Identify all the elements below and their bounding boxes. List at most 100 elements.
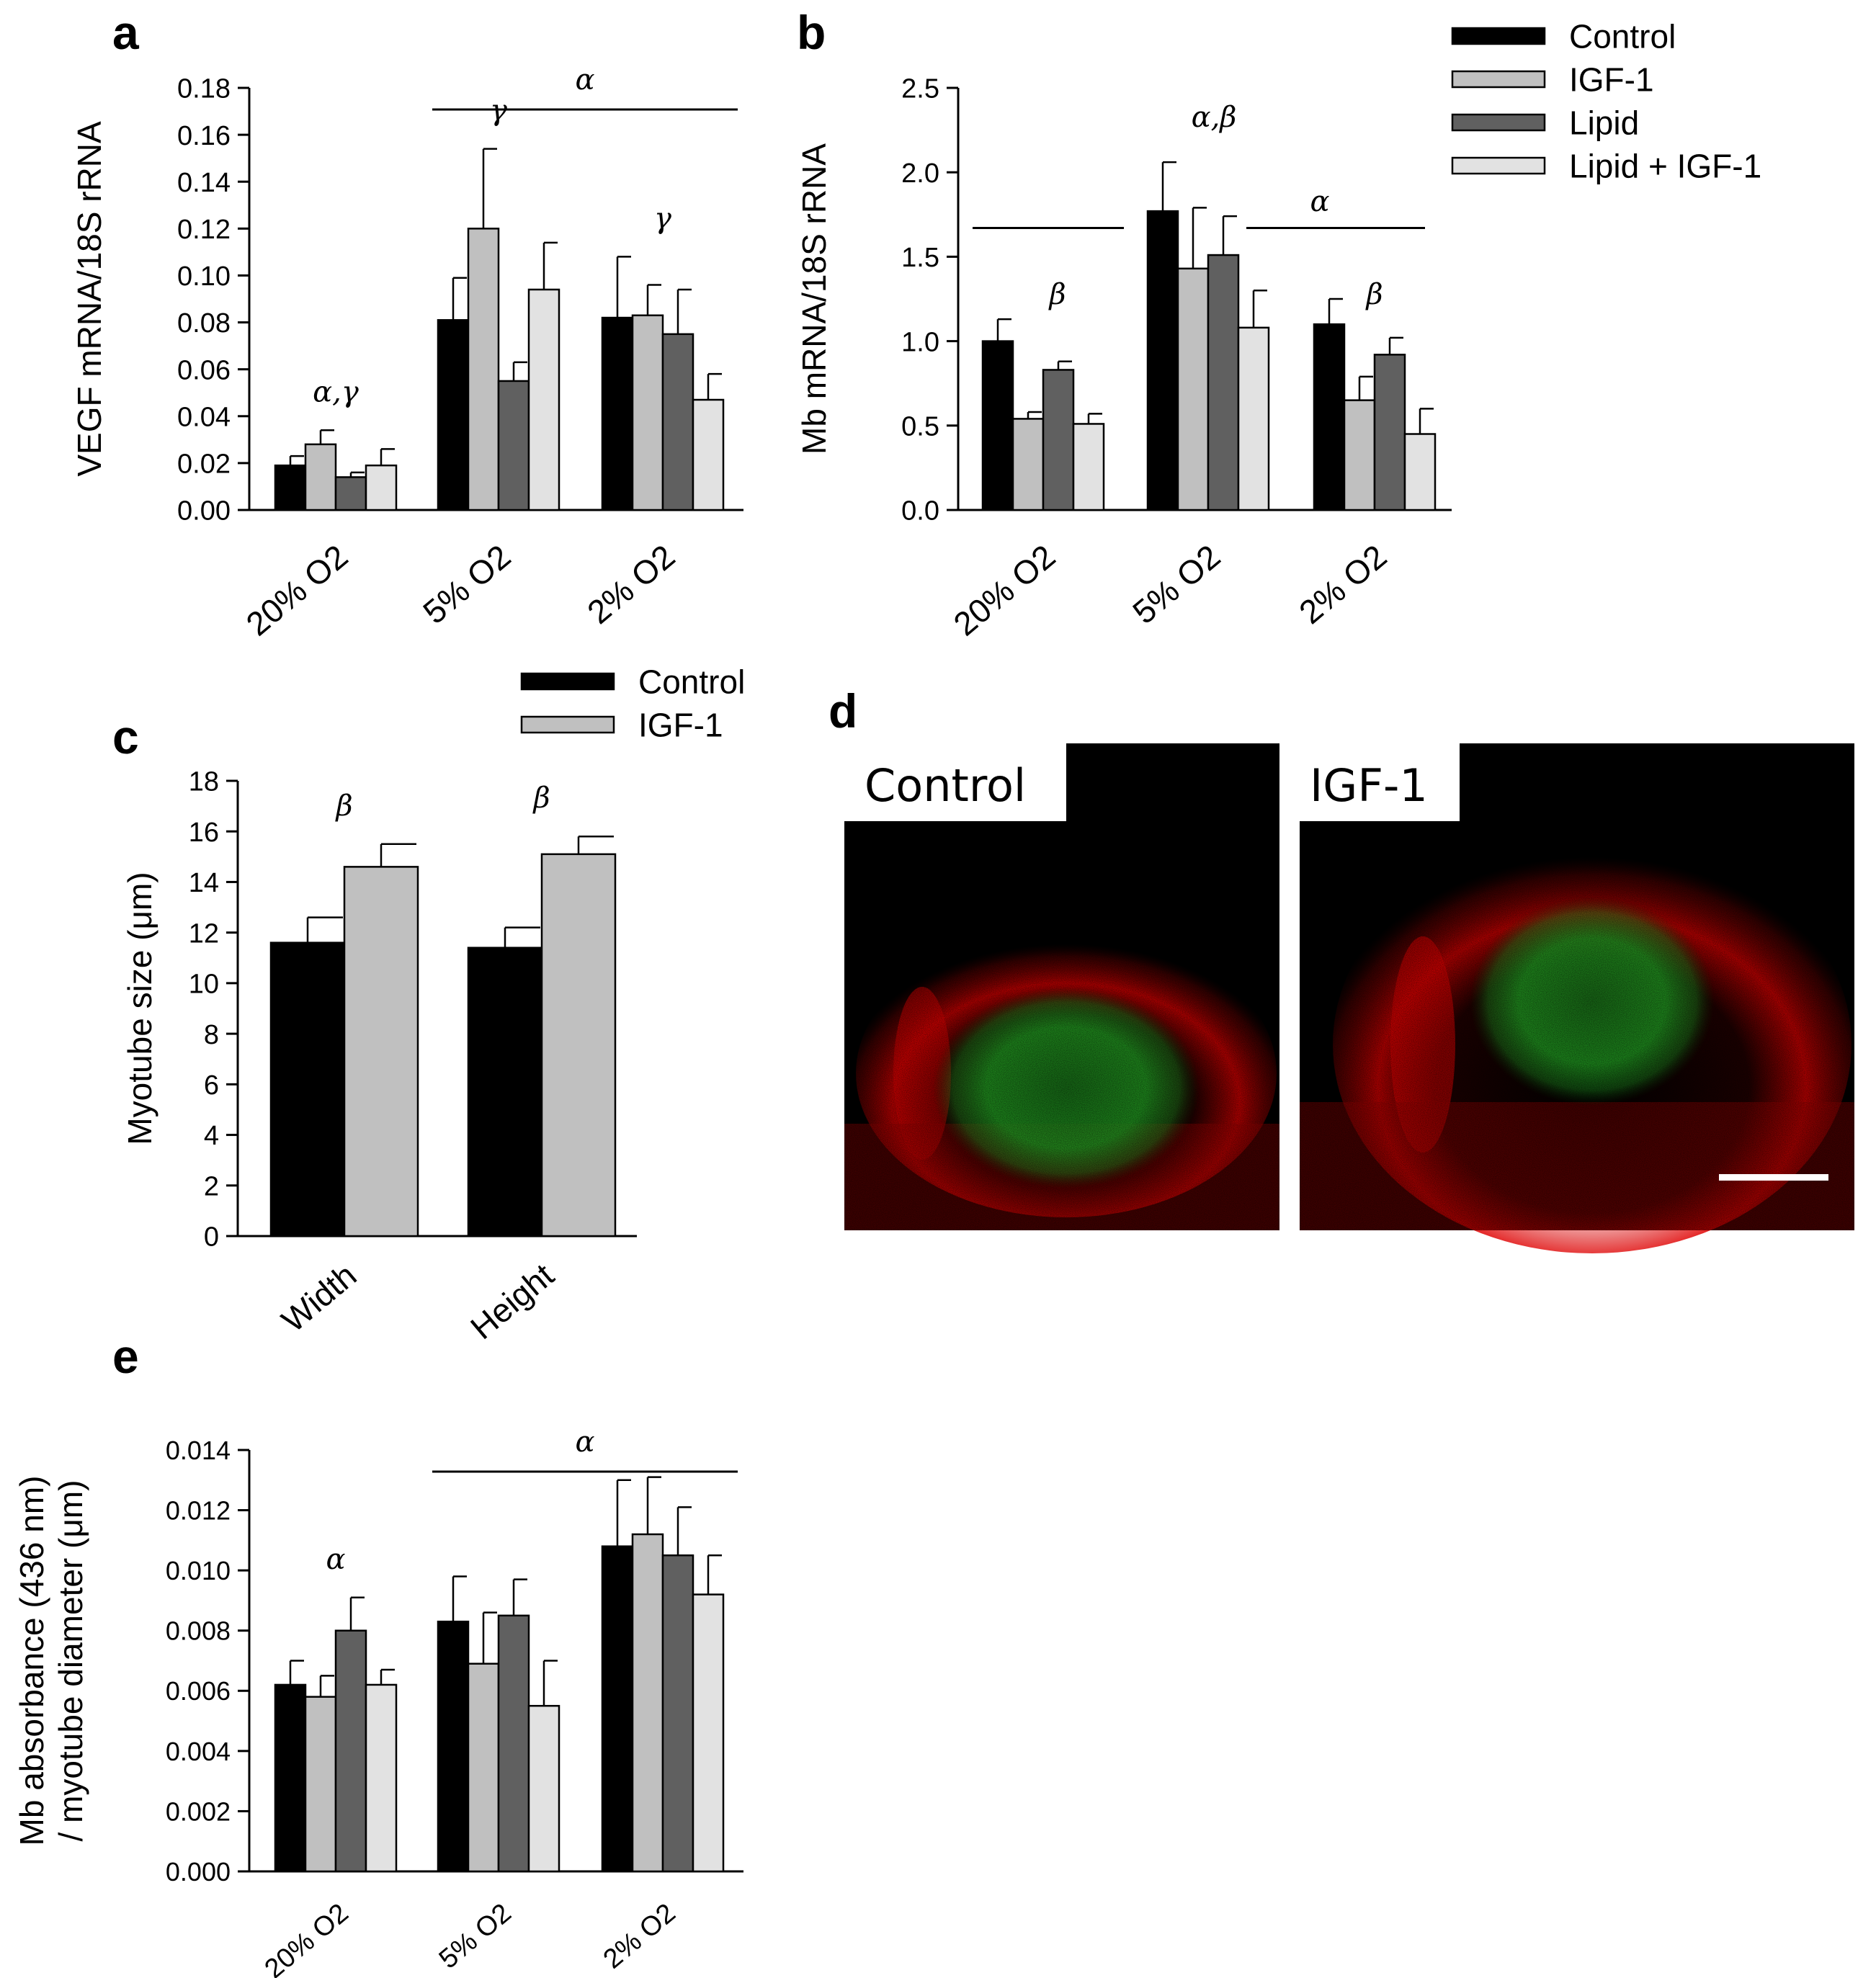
bar — [540, 853, 617, 1238]
significance-label: β — [334, 789, 352, 823]
significance-label: α — [575, 63, 594, 97]
bar — [334, 476, 367, 511]
legend-swatch — [1451, 27, 1546, 45]
significance-label: α — [1310, 185, 1329, 218]
y-tick-label: 0.14 — [177, 168, 231, 198]
y-tick-label: 0.000 — [166, 1857, 231, 1887]
significance-label: α — [575, 1426, 594, 1459]
y-tick-label: 0.008 — [166, 1616, 231, 1646]
bar — [1176, 267, 1210, 511]
legend-swatch — [520, 715, 615, 734]
significance-label: β — [1364, 278, 1383, 311]
x-tick-label: 20% O2 — [259, 1898, 354, 1978]
y-axis-label-line: / myotube diameter (μm) — [52, 1480, 89, 1842]
x-tick-label: 2% O2 — [598, 1898, 682, 1975]
significance-label: α — [326, 1543, 345, 1576]
bar — [497, 1614, 530, 1873]
bar — [365, 464, 398, 511]
bar — [467, 1662, 500, 1873]
bar — [527, 288, 560, 511]
y-tick-label: 0.12 — [177, 215, 231, 245]
bar — [1011, 418, 1045, 511]
y-tick-label: 2.0 — [901, 158, 939, 189]
panel-letter-e: e — [112, 1330, 139, 1383]
x-tick-label: Width — [274, 1256, 364, 1339]
legend-label: Lipid — [1569, 104, 1639, 142]
y-tick-label: 2 — [204, 1171, 219, 1201]
bar — [981, 340, 1014, 511]
y-tick-label: 0.06 — [177, 355, 231, 385]
chart-c-myotube-size: 0 2 4 6 8 10 12 14 16 18 Myotube size (μm) Width Hei… — [121, 767, 637, 1346]
micrograph-control: Control — [844, 743, 1279, 1230]
bar — [601, 316, 634, 511]
significance-label: α,γ — [313, 375, 359, 408]
legend-swatch — [520, 672, 615, 691]
bar — [631, 1533, 664, 1873]
legend-label: IGF-1 — [638, 707, 723, 744]
legend-swatch — [1451, 113, 1546, 132]
panel-letter-b: b — [797, 6, 826, 59]
bar — [1343, 399, 1376, 511]
legend-treatments: Control IGF-1 Lipid Lipid + IGF-1 — [1451, 18, 1761, 185]
legend-swatch — [1451, 156, 1546, 175]
y-tick-label: 0 — [204, 1222, 219, 1253]
y-tick-label: 2.5 — [901, 74, 939, 104]
bar — [467, 228, 500, 511]
bar — [1403, 433, 1437, 511]
legend-swatch — [1451, 70, 1546, 89]
y-tick-label: 1.5 — [901, 243, 939, 273]
bar — [437, 1620, 470, 1873]
bar — [334, 1629, 367, 1873]
significance-label: γ — [490, 94, 507, 127]
bar — [467, 947, 543, 1238]
x-tick-label: 20% O2 — [239, 537, 355, 643]
bar — [1373, 354, 1406, 511]
y-tick-label: 0.08 — [177, 308, 231, 339]
y-axis-label: VEGF mRNA/18S rRNA — [71, 121, 108, 477]
bar — [1207, 254, 1240, 511]
bar — [1146, 210, 1179, 511]
y-tick-label: 16 — [189, 818, 219, 848]
y-tick-label: 0.012 — [166, 1496, 231, 1526]
legend-label: Control — [638, 663, 745, 701]
y-tick-label: 0.16 — [177, 121, 231, 151]
legend-label: IGF-1 — [1569, 61, 1654, 99]
scale-bar — [1719, 1174, 1828, 1181]
bar — [661, 1554, 694, 1873]
bar — [365, 1683, 398, 1873]
bar — [1072, 423, 1105, 511]
bar — [1237, 326, 1270, 511]
y-tick-label: 0.10 — [177, 261, 231, 292]
bar — [1313, 323, 1346, 511]
bar — [274, 1683, 307, 1873]
y-axis-label: Myotube size (μm) — [121, 872, 158, 1145]
control-label-box — [844, 743, 1066, 821]
y-tick-label: 0.0 — [901, 496, 939, 527]
y-tick-label: 0.04 — [177, 402, 231, 432]
bar — [661, 333, 694, 511]
bar — [437, 319, 470, 511]
y-tick-label: 0.010 — [166, 1556, 231, 1585]
y-tick-label: 0.006 — [166, 1676, 231, 1706]
y-tick-label: 0.02 — [177, 449, 231, 480]
x-tick-label: 2% O2 — [1292, 537, 1393, 631]
y-tick-label: 18 — [189, 767, 219, 797]
legend-label: Control — [1569, 18, 1676, 55]
image-label-igf1: IGF-1 — [1310, 759, 1428, 812]
y-axis-label-line: Mb absorbance (436 nm) — [13, 1476, 50, 1846]
bar — [497, 380, 530, 511]
bar — [527, 1704, 560, 1873]
significance-label: α,β — [1192, 101, 1237, 134]
igf1-label-box — [1300, 743, 1460, 821]
y-tick-label: 14 — [189, 868, 219, 898]
bar — [343, 866, 419, 1238]
significance-label: β — [1048, 278, 1066, 311]
panel-letter-a: a — [112, 6, 140, 59]
panel-letter-c: c — [112, 710, 139, 764]
y-tick-label: 10 — [189, 970, 219, 1000]
x-tick-label: 5% O2 — [1125, 537, 1227, 631]
legend-c: Control IGF-1 — [520, 663, 745, 744]
bar — [692, 398, 725, 511]
micrograph-igf1: IGF-1 — [1300, 743, 1854, 1253]
bar — [269, 941, 346, 1238]
